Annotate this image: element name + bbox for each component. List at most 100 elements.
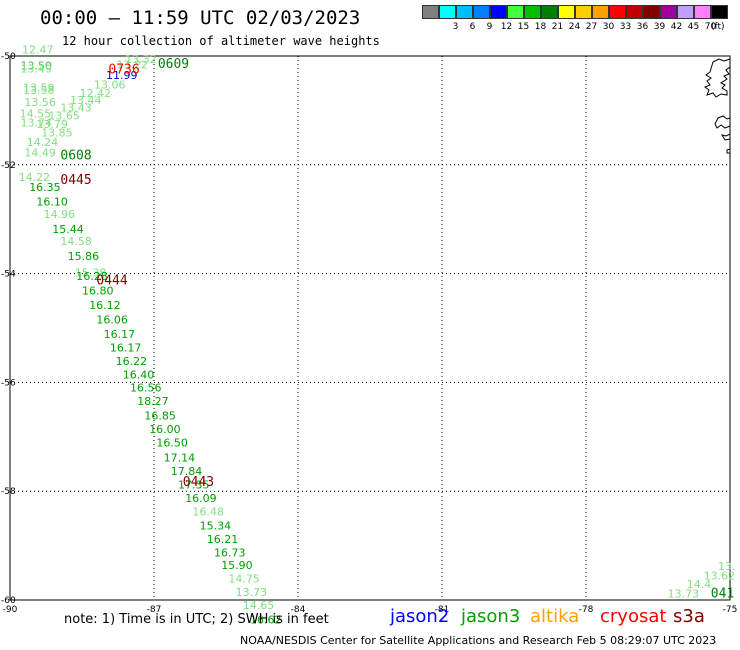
legend-swatch: [473, 5, 490, 19]
legend-label: 42: [670, 22, 683, 32]
legend-label: 39: [653, 22, 666, 32]
legend-swatch: [643, 5, 660, 19]
wave-height-reading: 16.09: [185, 492, 217, 505]
wave-height-reading: 14.24: [27, 136, 59, 149]
wave-height-reading: 13.50: [21, 60, 52, 73]
wave-height-reading: 14.22: [19, 171, 51, 184]
wave-height-reading: 14.65: [243, 599, 274, 612]
legend-swatch: [558, 5, 575, 19]
wave-height-reading: 16.10: [36, 196, 68, 209]
latitude-tick-label: -54: [1, 270, 16, 280]
longitude-tick-label: -90: [3, 605, 18, 615]
wave-height-reading: 13.62: [704, 569, 736, 582]
wave-height-reading: 13.32: [125, 53, 157, 66]
legend-label: 70: [704, 22, 717, 32]
pass-time-label: 041: [711, 586, 734, 601]
wave-height-reading: 18.27: [137, 395, 169, 408]
latitude-tick-label: -50: [1, 52, 16, 62]
legend-swatch: [694, 5, 711, 19]
longitude-tick-label: -87: [147, 605, 162, 615]
wave-height-reading: 12.47: [22, 43, 54, 56]
wave-height-reading: 16.22: [116, 355, 148, 368]
wave-height-reading: 15.90: [221, 559, 253, 572]
color-legend: (ft) 3 6 9 12 15 18 21 24 27 30 33 36 39 42 45 70: [422, 5, 728, 35]
latitude-tick-label: -52: [1, 161, 16, 171]
latitude-tick-label: -60: [1, 596, 16, 606]
legend-swatch: [541, 5, 558, 19]
legend-label: 6: [469, 22, 476, 32]
wave-height-reading: 13.73: [668, 587, 700, 600]
legend-swatch: [609, 5, 626, 19]
map-title: 00:00 — 11:59 UTC 02/03/2023: [40, 7, 361, 29]
wave-height-reading: 13.: [718, 560, 736, 573]
credit-line: NOAA/NESDIS Center for Satellite Applica…: [240, 634, 717, 647]
wave-height-reading: 13.06: [94, 79, 126, 92]
wave-height-reading: 15.34: [200, 519, 232, 532]
wave-height-reading: 15.44: [52, 223, 84, 236]
legend-swatch: [626, 5, 643, 19]
legend-swatch: [575, 5, 592, 19]
footer-note: note: 1) Time is in UTC; 2) SWH is in fe…: [64, 612, 329, 627]
wave-height-reading: 17.35: [178, 478, 210, 491]
longitude-tick-label: -81: [435, 605, 450, 615]
legend-label: 30: [602, 22, 615, 32]
legend-label: 18: [534, 22, 547, 32]
legend-label: 27: [585, 22, 598, 32]
legend-label: 45: [687, 22, 700, 32]
wave-height-reading: 16.48: [192, 506, 224, 519]
legend-label: 21: [551, 22, 564, 32]
wave-height-reading: 14.75: [228, 573, 260, 586]
wave-height-reading: 15.38: [75, 266, 107, 279]
longitude-tick-label: -75: [723, 605, 738, 615]
longitude-tick-label: -84: [291, 605, 306, 615]
wave-height-reading: 16.06: [96, 314, 128, 327]
wave-height-reading: 16.21: [207, 533, 239, 546]
pass-time-label: 0444: [96, 273, 127, 288]
wave-height-reading: 14.96: [44, 208, 76, 221]
wave-height-reading: 16.17: [110, 341, 142, 354]
wave-height-reading: 13.74: [21, 117, 52, 130]
map-frame: [9, 55, 731, 601]
wave-height-reading: 14.49: [24, 147, 56, 160]
coastline: [703, 58, 731, 154]
legend-swatch: [711, 5, 728, 19]
latitude-tick-label: -58: [1, 487, 16, 497]
legend-label: 3: [452, 22, 459, 32]
wave-height-reading: 16.17: [104, 328, 136, 341]
wave-height-reading: 13.49: [21, 62, 52, 75]
wave-height-reading: 13.43: [60, 101, 92, 114]
latitude-tick-label: -56: [1, 378, 16, 388]
wave-height-reading: 13.59: [23, 81, 55, 94]
wave-height-reading: 16.62: [250, 613, 282, 626]
wave-height-reading: 16.56: [130, 382, 162, 395]
pass-time-label: 0608: [60, 148, 91, 163]
legend-swatch: [439, 5, 456, 19]
wave-height-reading: 17.14: [164, 451, 196, 464]
legend-label: 9: [486, 22, 493, 32]
pass-time-label: 0443: [183, 475, 214, 490]
legend-swatch: [524, 5, 541, 19]
legend-swatch: [490, 5, 507, 19]
wave-height-reading: 16.40: [123, 369, 155, 382]
pass-time-label: 0736: [108, 62, 139, 77]
pass-time-label: 0445: [60, 173, 91, 188]
wave-height-reading: 15.86: [68, 250, 100, 263]
wave-height-reading: 16.35: [29, 181, 61, 194]
legend-swatch: [422, 5, 439, 19]
legend-label: 24: [568, 22, 581, 32]
legend-swatch: [507, 5, 524, 19]
map-subtitle: 12 hour collection of altimeter wave hei…: [62, 34, 380, 48]
wave-height-reading: 13.65: [48, 110, 80, 123]
legend-label: 33: [619, 22, 632, 32]
wave-height-reading: 16.50: [156, 437, 188, 450]
wave-height-reading: 16.85: [144, 409, 176, 422]
satellite-jason2: jason2: [390, 606, 450, 627]
wave-height-reading: 13.56: [24, 96, 56, 109]
longitude-tick-label: -78: [579, 605, 594, 615]
wave-height-reading: 16.28: [76, 270, 108, 283]
wave-height-reading: 13.22: [117, 59, 149, 72]
satellite-altika: altika: [530, 606, 580, 627]
wave-height-reading: 16.80: [82, 284, 114, 297]
wave-height-reading: 13.73: [236, 586, 268, 599]
